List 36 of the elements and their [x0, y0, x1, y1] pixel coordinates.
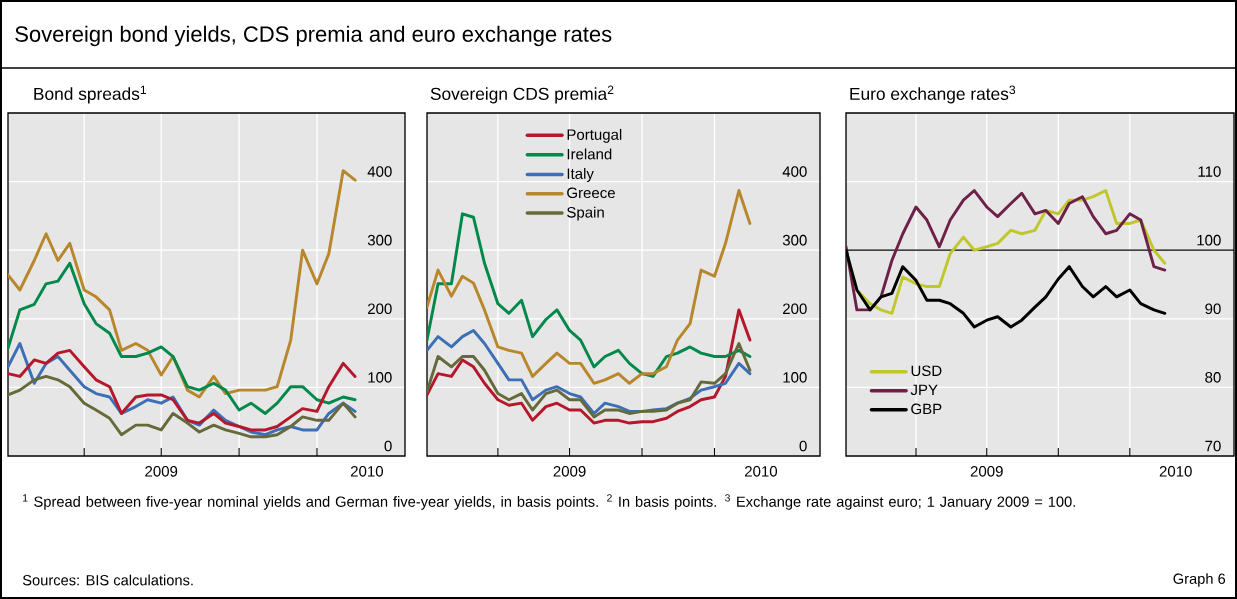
source-note: Sources: BIS calculations. — [22, 574, 193, 586]
y-tick-label: 100 — [783, 372, 807, 383]
text: Sovereign bond yields, CDS premia and euro exchange rates — [15, 25, 612, 47]
chart-title: Bond spreads$^{1}$ — [34, 85, 147, 104]
y-tick-label: 90 — [1205, 303, 1221, 315]
y-tick-label: 200 — [368, 303, 392, 315]
y-tick-label: 100 — [368, 372, 392, 383]
legend-label: JPY — [910, 384, 938, 396]
y-tick-label: 400 — [367, 166, 392, 177]
y-tick-label: 300 — [367, 234, 392, 246]
y-tick-label: 300 — [782, 234, 807, 246]
x-tick-label: 2010 — [1159, 466, 1192, 477]
legend-label: Spain — [567, 206, 604, 221]
x-tick-label: 2010 — [350, 466, 384, 477]
y-tick-label: 70 — [1205, 440, 1221, 452]
x-tick-label: 2010 — [745, 466, 778, 477]
y-tick-label: 400 — [782, 166, 807, 177]
legend-label: USD — [911, 365, 942, 377]
chart-title: Euro exchange rates$^{3}$ — [850, 85, 1016, 104]
y-tick-label: 200 — [783, 303, 807, 315]
y-tick-label: 80 — [1205, 372, 1221, 383]
legend-label: Portugal — [567, 128, 622, 143]
y-tick-label: 100 — [1197, 234, 1221, 246]
legend-label: Greece — [567, 187, 615, 199]
text: $^{1}$ Spread between five-year nominal yields and German five-year yields, in basis points. $^{2}$ In basis points. $^{3}$ Exchange rate against euro; 1 January 2009 = 100. — [23, 494, 1075, 510]
x-tick-label: 2009 — [553, 466, 586, 477]
y-tick-label: 0 — [384, 440, 392, 452]
chart-title: Sovereign CDS premia$^{2}$ — [430, 85, 614, 104]
legend-label: GBP — [911, 403, 942, 415]
y-tick-label: 0 — [799, 440, 807, 452]
legend-label: Ireland — [567, 148, 612, 160]
legend-label: Italy — [567, 167, 594, 182]
y-tick-label: 110 — [1198, 166, 1221, 177]
x-tick-label: 2009 — [145, 466, 178, 477]
x-tick-label: 2009 — [970, 466, 1003, 477]
caption: Graph 6 — [1173, 573, 1226, 587]
